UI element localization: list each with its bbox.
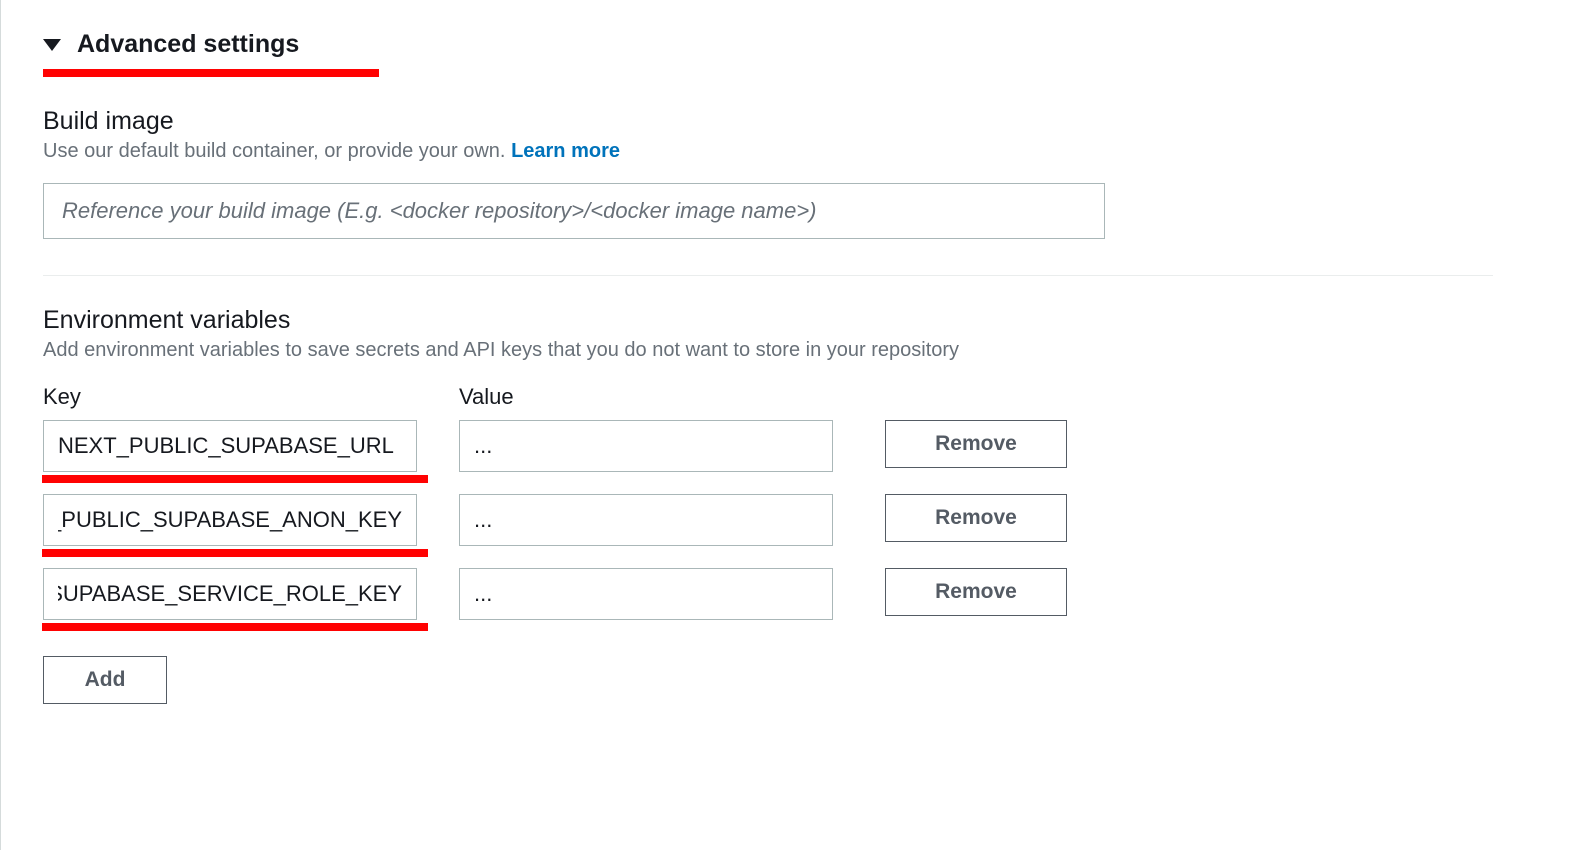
build-image-section: Build image Use our default build contai… bbox=[43, 107, 1548, 239]
highlight-bar bbox=[42, 549, 428, 557]
build-image-description: Use our default build container, or prov… bbox=[43, 140, 1548, 163]
environment-variables-section: Environment variables Add environment va… bbox=[43, 306, 1548, 704]
env-row: Remove bbox=[43, 494, 1548, 546]
build-image-input[interactable]: Reference your build image (E.g. <docker… bbox=[43, 183, 1105, 239]
build-image-heading: Build image bbox=[43, 107, 1548, 136]
advanced-settings-title: Advanced settings bbox=[77, 30, 299, 59]
advanced-settings-toggle[interactable]: Advanced settings bbox=[43, 30, 299, 65]
env-key-input[interactable] bbox=[43, 420, 417, 472]
env-table: Key Value Remove Remove Remove bbox=[43, 384, 1548, 704]
env-description: Add environment variables to save secret… bbox=[43, 339, 1548, 362]
env-row: Remove bbox=[43, 420, 1548, 472]
remove-button[interactable]: Remove bbox=[885, 494, 1067, 542]
remove-button[interactable]: Remove bbox=[885, 568, 1067, 616]
highlight-bar bbox=[42, 623, 428, 631]
remove-button[interactable]: Remove bbox=[885, 420, 1067, 468]
env-value-input[interactable] bbox=[459, 420, 833, 472]
learn-more-link[interactable]: Learn more bbox=[511, 140, 620, 162]
add-button[interactable]: Add bbox=[43, 656, 167, 704]
env-key-input[interactable] bbox=[43, 494, 417, 546]
env-value-input[interactable] bbox=[459, 568, 833, 620]
highlight-bar bbox=[43, 69, 379, 77]
env-heading: Environment variables bbox=[43, 306, 1548, 335]
caret-down-icon bbox=[43, 39, 61, 51]
env-value-input[interactable] bbox=[459, 494, 833, 546]
env-key-input[interactable] bbox=[43, 568, 417, 620]
section-divider bbox=[43, 275, 1493, 276]
build-image-description-text: Use our default build container, or prov… bbox=[43, 140, 506, 162]
env-table-header: Key Value bbox=[43, 384, 1548, 410]
highlight-bar bbox=[42, 475, 428, 483]
env-row: Remove bbox=[43, 568, 1548, 620]
env-col-key-label: Key bbox=[43, 384, 417, 410]
env-col-value-label: Value bbox=[459, 384, 833, 410]
